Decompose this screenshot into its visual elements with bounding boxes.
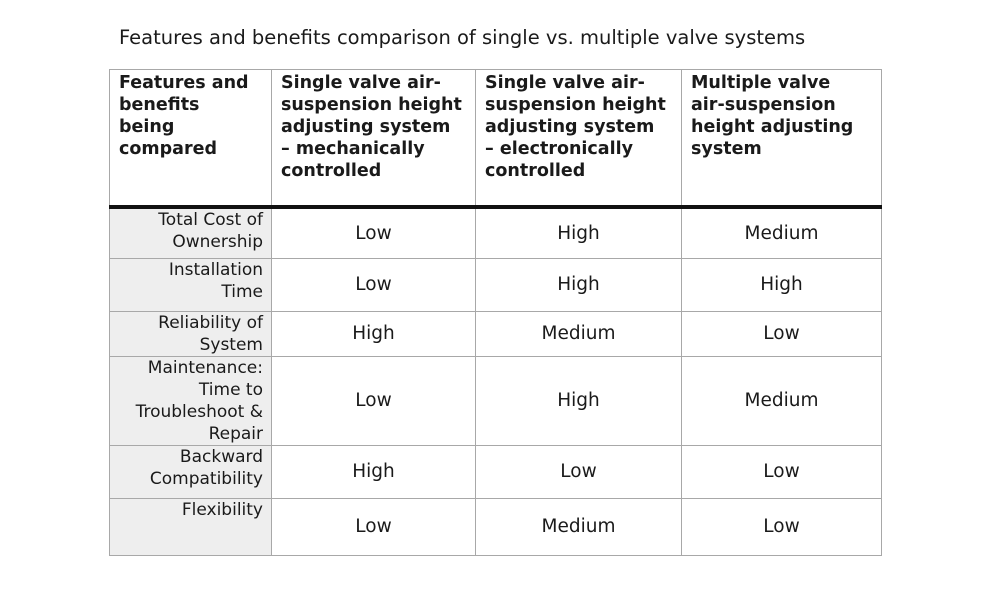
row-feature-label: Backward Compatibility [109, 444, 272, 499]
rating-cell: Low [271, 206, 476, 259]
table-row: Backward Compatibility High Low Low [109, 444, 882, 499]
rating-cell: Low [271, 497, 476, 556]
row-feature-label: Total Cost of Ownership [109, 206, 272, 259]
rating-cell: Low [475, 444, 682, 499]
rating-cell: High [475, 206, 682, 259]
rating-cell: Medium [681, 355, 882, 446]
row-feature-label: Maintenance: Time to Troubleshoot & Repa… [109, 355, 272, 446]
rating-cell: High [475, 355, 682, 446]
rating-cell: Medium [475, 310, 682, 357]
rating-cell: Low [271, 355, 476, 446]
table-caption: Features and benefits comparison of sing… [119, 26, 806, 49]
rating-cell: High [271, 444, 476, 499]
table-row: Total Cost of Ownership Low High Medium [109, 206, 882, 259]
table-row: Flexibility Low Medium Low [109, 497, 882, 556]
row-feature-label: Flexibility [109, 497, 272, 556]
row-feature-label: Installation Time [109, 257, 272, 312]
header-single-electronic: Single valve air- suspension height adju… [475, 69, 682, 209]
rating-cell: Medium [475, 497, 682, 556]
row-feature-label: Reliability of System [109, 310, 272, 357]
header-multiple-valve: Multiple valve air-suspension height adj… [681, 69, 882, 209]
header-row: Features and benefits being compared Sin… [109, 69, 882, 209]
rating-cell: Medium [681, 206, 882, 259]
table-row: Maintenance: Time to Troubleshoot & Repa… [109, 355, 882, 446]
rating-cell: High [681, 257, 882, 312]
rating-cell: Low [681, 497, 882, 556]
rating-cell: Low [681, 444, 882, 499]
rating-cell: High [475, 257, 682, 312]
header-single-mechanical: Single valve air- suspension height adju… [271, 69, 476, 209]
table-body: Total Cost of Ownership Low High Medium … [109, 206, 882, 556]
rating-cell: Low [681, 310, 882, 357]
rating-cell: High [271, 310, 476, 357]
table-row: Reliability of System High Medium Low [109, 310, 882, 357]
rating-cell: Low [271, 257, 476, 312]
table-header: Features and benefits being compared Sin… [109, 69, 882, 209]
table-row: Installation Time Low High High [109, 257, 882, 312]
header-features: Features and benefits being compared [109, 69, 272, 209]
comparison-table: Features and benefits being compared Sin… [109, 69, 882, 556]
